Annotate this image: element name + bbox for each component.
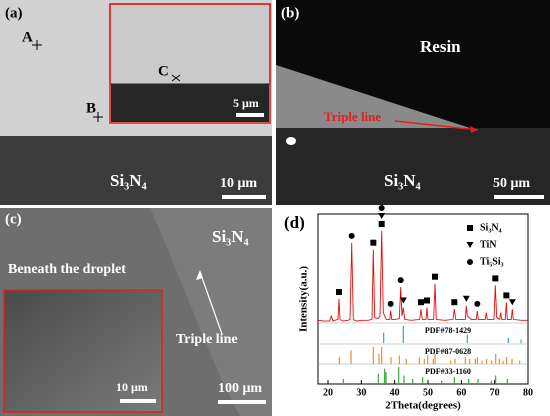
legend-label: Si₃N₄ xyxy=(480,222,502,233)
x-axis-title: 2Theta(degrees) xyxy=(385,400,461,412)
panel-label: (c) xyxy=(5,211,22,227)
reference-label: PDF#33-1160 xyxy=(425,367,471,376)
reference-label: PDF#78-1429 xyxy=(425,326,471,335)
spectrum xyxy=(317,230,528,322)
peak-marker xyxy=(474,300,481,307)
inset xyxy=(109,3,271,85)
scale-bar xyxy=(494,195,544,199)
inset xyxy=(3,289,163,413)
peak-marker xyxy=(462,295,470,302)
x-tick-label: 70 xyxy=(490,387,500,398)
peak-marker xyxy=(503,292,510,299)
x-tick-label: 30 xyxy=(356,387,366,398)
panel-b: (b) Resin Triple line Si₃N₄ 50 μm xyxy=(276,0,550,205)
peak-marker xyxy=(508,299,516,306)
x-tick-label: 60 xyxy=(456,387,466,398)
panel-c: (c) Si₃N₄ Beneath the droplet Triple lin… xyxy=(0,208,272,416)
inset-border xyxy=(109,3,271,124)
scale-label: 100 μm xyxy=(218,381,262,396)
annotation: C xyxy=(158,63,169,79)
annotation: Si₃N₄ xyxy=(110,171,147,190)
x-tick-label: 50 xyxy=(423,387,433,398)
scale-label: 50 μm xyxy=(493,176,530,191)
annotation: Si₃N₄ xyxy=(212,227,249,246)
panel-label: (b) xyxy=(281,5,299,21)
annotation: Triple line xyxy=(176,332,238,347)
peak-marker xyxy=(492,275,499,282)
peak-marker xyxy=(378,213,386,219)
x-tick-label: 20 xyxy=(323,387,333,398)
x-tick-label: 80 xyxy=(523,387,533,398)
panel-label: (a) xyxy=(5,5,23,21)
panel-label: (d) xyxy=(284,213,305,232)
peak-marker xyxy=(336,289,342,295)
peak-marker xyxy=(418,299,424,306)
arrow-head xyxy=(470,126,478,133)
peak-marker xyxy=(432,273,438,280)
peak-marker xyxy=(424,297,430,304)
peak-marker xyxy=(399,297,407,304)
scale-bar xyxy=(218,400,266,404)
legend-marker xyxy=(467,225,473,231)
scale-label: 5 μm xyxy=(233,96,259,110)
scale-label: 10 μm xyxy=(116,380,148,394)
arrow xyxy=(199,271,223,335)
image-region xyxy=(276,65,470,128)
peak-marker xyxy=(378,205,385,211)
scale-label: 10 μm xyxy=(220,176,257,191)
reference-label: PDF#87-0628 xyxy=(425,347,471,356)
peak-marker xyxy=(387,300,394,307)
annotation: Si₃N₄ xyxy=(384,171,421,190)
peak-marker xyxy=(378,221,385,227)
annotation: Resin xyxy=(420,37,461,56)
y-axis-title: Intensity(a.u.) xyxy=(298,266,310,332)
x-tick-label: 40 xyxy=(390,387,400,398)
plot-frame xyxy=(317,213,529,385)
image-region xyxy=(150,208,272,416)
legend-marker xyxy=(467,259,473,265)
annotation: B xyxy=(86,100,96,116)
scale-bar xyxy=(120,399,156,403)
peak-marker xyxy=(348,232,355,239)
arrow xyxy=(394,120,479,131)
peak-marker xyxy=(370,239,377,246)
particle xyxy=(286,137,296,145)
legend-label: Ti₅Si₃ xyxy=(480,256,504,267)
annotation: A xyxy=(22,29,33,45)
annotation: Beneath the droplet xyxy=(8,262,126,277)
scale-bar xyxy=(236,113,264,117)
annotation: Triple line xyxy=(324,109,381,124)
legend-label: TiN xyxy=(480,239,497,250)
panel-a: (a) A B C 5 μm Si₃N₄ 10 μm xyxy=(0,0,272,205)
image-region xyxy=(276,128,550,205)
point-marker xyxy=(32,40,181,122)
scale-bar xyxy=(222,195,266,199)
legend-marker xyxy=(466,242,474,248)
arrow-head xyxy=(196,270,203,280)
peak-marker xyxy=(451,299,458,306)
image-region xyxy=(0,136,272,205)
peak-marker xyxy=(397,277,404,284)
